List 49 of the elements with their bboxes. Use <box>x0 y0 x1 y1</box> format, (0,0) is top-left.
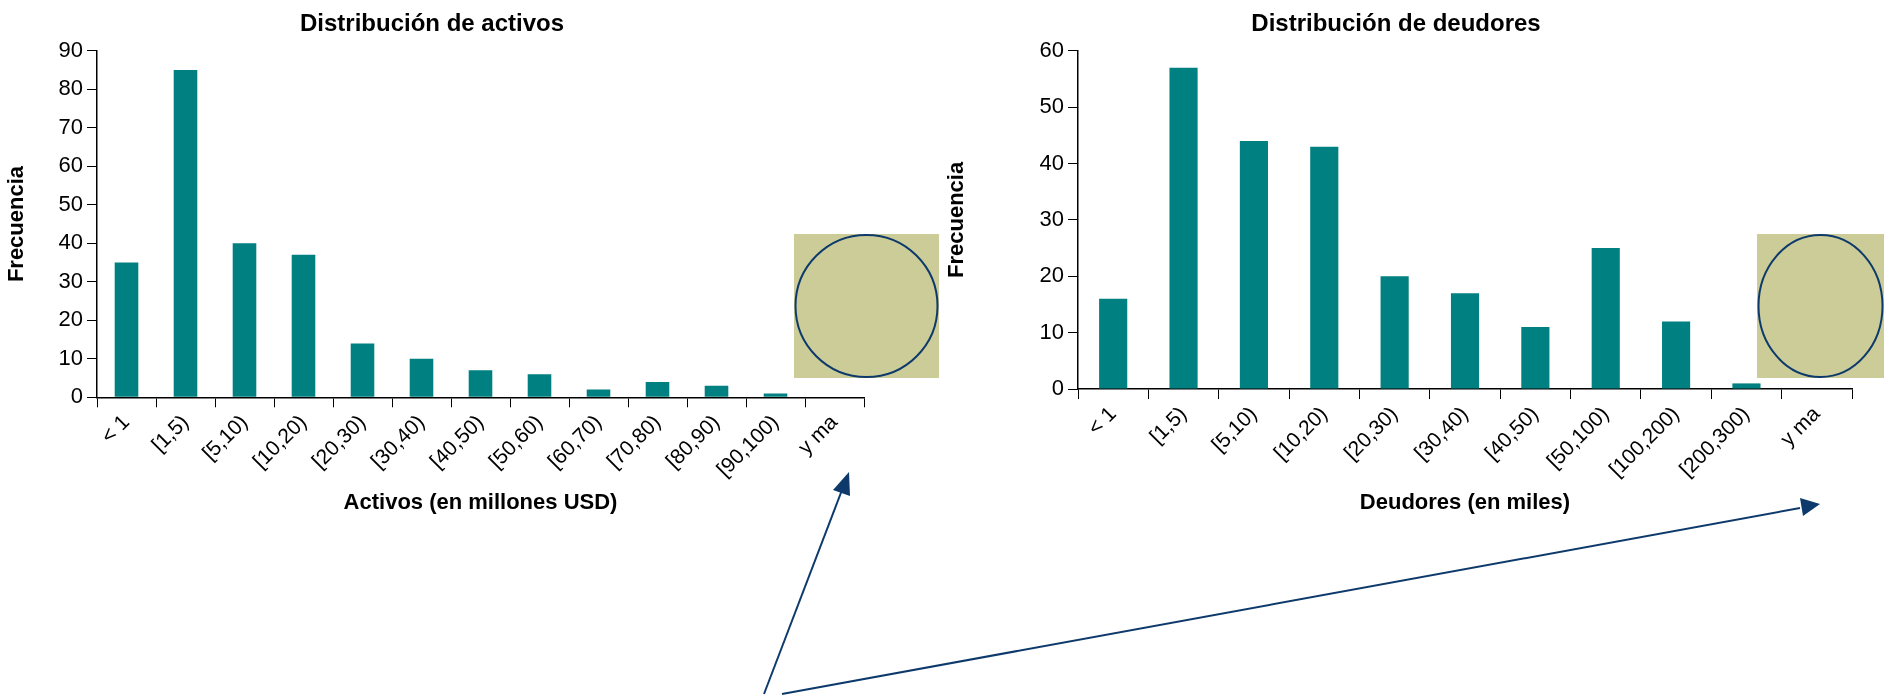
bar <box>1099 298 1128 389</box>
bar <box>704 385 729 397</box>
bar <box>1662 321 1691 389</box>
bar <box>1450 293 1480 389</box>
bar <box>1591 248 1620 389</box>
bar <box>114 262 139 397</box>
y-tick-label: 10 <box>58 344 83 370</box>
y-tick-label: 50 <box>58 190 83 216</box>
bar <box>1521 327 1550 389</box>
y-tick-label: 20 <box>1039 262 1064 288</box>
y-tick-label: 60 <box>1039 36 1064 62</box>
y-tick-label: 50 <box>1039 93 1064 119</box>
y-tick-label: 30 <box>1039 205 1064 231</box>
bar <box>468 370 493 397</box>
x-axis-title: Deudores (en miles) <box>1359 488 1571 514</box>
x-tick-label: y ma <box>792 409 842 459</box>
x-tick-label: < 1 <box>96 409 134 448</box>
x-tick-label: y ma <box>1775 401 1824 451</box>
bar <box>409 358 434 397</box>
bar <box>1380 276 1409 389</box>
y-tick-label: 20 <box>58 306 83 332</box>
chart-title: Distribución de deudores <box>1251 9 1541 37</box>
bar <box>1310 146 1339 389</box>
y-tick-label: 10 <box>1039 318 1064 344</box>
y-tick-label: 80 <box>58 75 83 101</box>
y-tick-label: 60 <box>58 152 83 178</box>
x-axis-title: Activos (en millones USD) <box>343 488 618 514</box>
bar <box>291 254 316 397</box>
y-tick-label: 0 <box>70 383 83 409</box>
y-axis-title: Frecuencia <box>3 165 29 283</box>
x-tick-label: < 1 <box>1082 401 1121 439</box>
bar <box>1732 383 1761 389</box>
bar <box>232 243 257 397</box>
bar <box>350 343 375 397</box>
bar <box>586 389 611 397</box>
bar <box>645 381 670 397</box>
bar <box>173 70 198 397</box>
chart-title: Distribución de activos <box>299 9 565 37</box>
bar <box>527 374 552 397</box>
bar <box>1239 141 1268 389</box>
y-tick-label: 90 <box>58 36 83 62</box>
y-tick-label: 30 <box>58 267 83 293</box>
y-tick-label: 40 <box>1039 149 1064 175</box>
bar <box>1169 67 1198 389</box>
y-tick-label: 40 <box>58 229 83 255</box>
bar <box>763 393 788 397</box>
y-tick-label: 0 <box>1051 375 1064 401</box>
y-axis-title: Frecuencia <box>943 161 969 278</box>
y-tick-label: 70 <box>58 113 83 139</box>
